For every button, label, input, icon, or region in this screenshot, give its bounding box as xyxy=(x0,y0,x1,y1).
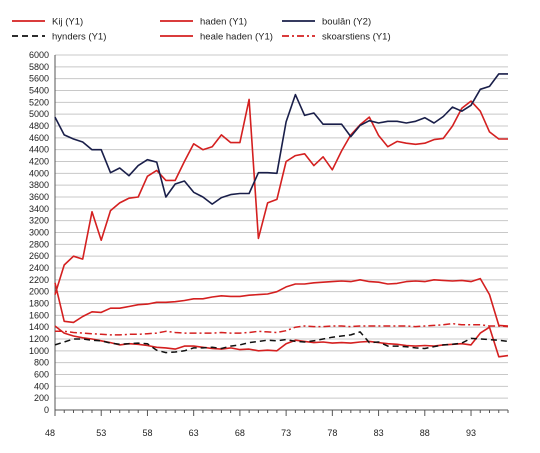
y-tick-label: 4800 xyxy=(29,121,49,131)
y-tick-label: 1400 xyxy=(29,322,49,332)
y-tick-label: 5600 xyxy=(29,74,49,84)
series-line-3 xyxy=(54,331,509,354)
y-tick-label: 3200 xyxy=(29,216,49,226)
x-tick-label: 68 xyxy=(235,428,245,438)
y-tick-label: 2600 xyxy=(29,251,49,261)
x-tick-label: 58 xyxy=(142,428,152,438)
y-tick-label: 2800 xyxy=(29,239,49,249)
y-tick-label: 4600 xyxy=(29,133,49,143)
series-line-5 xyxy=(55,322,509,336)
series-line-0 xyxy=(54,98,508,295)
y-tick-label: 4400 xyxy=(29,145,49,155)
y-tick-label: 5400 xyxy=(29,86,49,96)
legend-label-4: heale haden (Y1) xyxy=(200,32,273,43)
x-tick-label: 83 xyxy=(374,428,384,438)
legend: Kij (Y1) haden (Y1) boulân (Y2) hynders (Y1… xyxy=(12,17,391,43)
y-tick-label: 1600 xyxy=(29,310,49,320)
y-tick-label: 5000 xyxy=(29,109,49,119)
series-line-2 xyxy=(54,73,508,205)
y-tick-label: 3400 xyxy=(29,204,49,214)
series-lines xyxy=(54,73,509,358)
y-tick-label: 4200 xyxy=(29,157,49,167)
x-tick-label: 53 xyxy=(96,428,106,438)
series-line-1 xyxy=(54,325,509,358)
y-tick-label: 5200 xyxy=(29,97,49,107)
y-tick-label: 400 xyxy=(34,381,49,391)
legend-label-2: boulân (Y2) xyxy=(322,17,371,28)
y-tick-label: 4000 xyxy=(29,168,49,178)
legend-label-5: skoarstiens (Y1) xyxy=(322,32,391,43)
y-tick-label: 2400 xyxy=(29,263,49,273)
x-tick-label: 48 xyxy=(45,428,55,438)
y-tick-label: 200 xyxy=(34,393,49,403)
y-tick-label: 2200 xyxy=(29,275,49,285)
legend-label-0: Kij (Y1) xyxy=(52,17,83,28)
y-tick-label: 1200 xyxy=(29,334,49,344)
y-tick-label: 3000 xyxy=(29,228,49,238)
x-tick-label: 73 xyxy=(281,428,291,438)
y-tick-label: 600 xyxy=(34,370,49,380)
x-tick-label: 88 xyxy=(420,428,430,438)
x-tick-label: 78 xyxy=(327,428,337,438)
y-tick-label: 3600 xyxy=(29,192,49,202)
legend-label-3: hynders (Y1) xyxy=(52,32,106,43)
y-tick-label: 3800 xyxy=(29,180,49,190)
y-tick-label: 2000 xyxy=(29,287,49,297)
legend-label-1: haden (Y1) xyxy=(200,17,247,28)
y-tick-label: 5800 xyxy=(29,62,49,72)
x-tick-label: 63 xyxy=(189,428,199,438)
x-tick-label: 93 xyxy=(466,428,476,438)
series-line-4 xyxy=(54,277,509,327)
grid-lines xyxy=(55,54,508,411)
y-tick-label: 800 xyxy=(34,358,49,368)
y-tick-label: 1800 xyxy=(29,299,49,309)
y-tick-label: 6000 xyxy=(29,50,49,60)
y-tick-label: 0 xyxy=(44,405,49,415)
y-tick-label: 1000 xyxy=(29,346,49,356)
